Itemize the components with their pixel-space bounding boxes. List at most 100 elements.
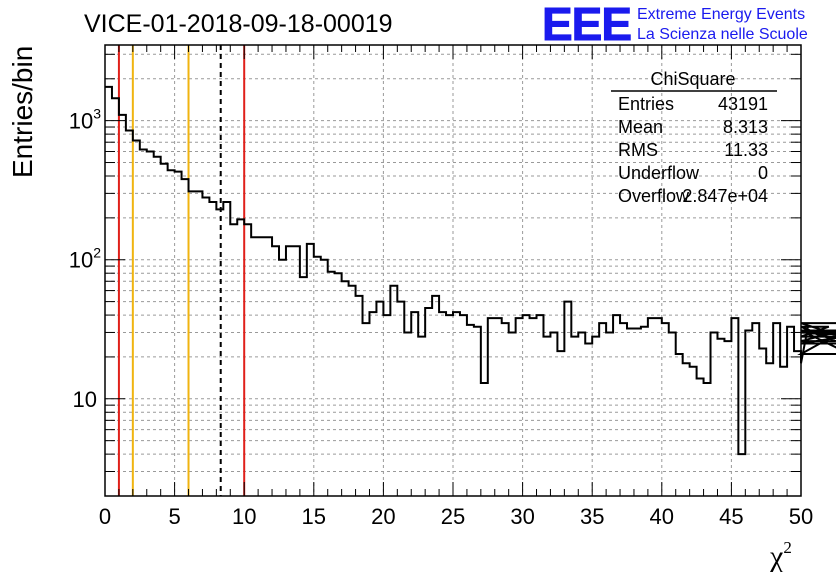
histogram-bin [578,332,585,496]
x-tick-label: 20 [371,504,395,529]
run-title: VICE-01-2018-09-18-00019 [84,10,393,38]
histogram-bin [133,141,140,496]
x-tick-label: 25 [441,504,465,529]
x-axis-label: χ2 [769,538,792,572]
histogram-bin [112,98,119,496]
histogram-bin [168,170,175,496]
histogram-bin [620,323,627,496]
histogram-bin [794,351,801,496]
y-tick-label-base: 10 [73,387,97,412]
histogram-bin [669,332,676,496]
brand-line-1: Extreme Energy Events [637,6,805,23]
histogram-series [105,85,836,496]
histogram-bin [683,363,690,496]
histogram-bin [265,237,272,496]
histogram-bin [307,244,314,496]
histogram-bin [356,296,363,496]
y-tick-label: 10 [73,387,97,412]
stats-label-overflow: Overflow [618,186,690,206]
x-axis-label-sup: 2 [783,538,792,557]
histogram-bin [738,454,745,496]
histogram-bin [376,302,383,496]
histogram-bin [676,354,683,496]
stats-value-underflow: 0 [758,163,768,183]
histogram-bin [717,339,724,496]
histogram-bin [286,246,293,496]
histogram-bin [690,367,697,496]
histogram-bin [460,315,467,496]
histogram-bin [418,337,425,496]
histogram-bin [543,337,550,496]
histogram-bin [731,318,738,496]
histogram-bin [585,343,592,496]
histogram-bin [258,237,265,496]
histogram-bin [140,150,147,496]
x-axis-label-base: χ [769,540,784,572]
histogram-bin [105,87,112,496]
histogram-bin [613,315,620,496]
histogram-bin [711,332,718,496]
histogram-bin [704,383,711,496]
histogram-bin [606,332,613,496]
histogram-bin [154,157,161,496]
histogram-bin [432,296,439,496]
histogram-bin [230,224,237,496]
x-tick-label: 35 [580,504,604,529]
y-tick-label: 102 [69,245,101,273]
histogram-bin [648,318,655,496]
histogram-bin [175,172,182,496]
stats-label-entries: Entries [618,94,674,114]
y-tick-label: 103 [69,106,101,134]
histogram-bin [439,312,446,496]
histogram-bin [202,198,209,496]
histogram-bin [523,315,530,496]
histogram-bin [773,323,780,496]
histogram-bin [216,209,223,496]
histogram-bin [662,323,669,496]
histogram-bin [425,308,432,496]
histogram-bin [766,363,773,496]
histogram-bin [474,327,481,496]
y-tick-label-exp: 3 [93,106,101,122]
histogram-bin [321,260,328,496]
histogram-bin [627,329,634,496]
histogram-bin [390,286,397,496]
histogram-bin [780,367,787,496]
x-tick-label: 0 [99,504,111,529]
histogram-bin [787,327,794,496]
histogram-bin [592,337,599,496]
y-tick-label-base: 10 [69,109,93,134]
stats-title: ChiSquare [650,69,735,89]
histogram-bin [550,332,557,496]
histogram-bin [147,152,154,496]
histogram-bin [161,164,168,496]
histogram-bin [564,302,571,496]
histogram-bin [237,219,244,496]
stats-label-underflow: Underflow [618,163,700,183]
histogram-bin [509,332,516,496]
reference-lines [117,45,246,496]
histogram-bin [223,202,230,496]
histogram-bin [759,348,766,496]
histogram-bin [453,312,460,496]
histogram-bin [495,318,502,496]
histogram-bin [634,329,641,496]
stats-label-mean: Mean [618,117,663,137]
histogram-bin [195,191,202,496]
x-tick-label: 15 [302,504,326,529]
histogram-bin [502,323,509,496]
histogram-bin [530,318,537,496]
histogram-bin [745,330,752,496]
histogram-bin [724,341,731,496]
x-tick-label: 50 [789,504,813,529]
x-tick-label: 5 [168,504,180,529]
x-tick-label: 45 [719,504,743,529]
histogram-bin [244,224,251,496]
histogram-bin [397,302,404,496]
y-axis-label: Entries/bin [7,46,38,178]
stats-value-overflow: 2.847e+04 [682,186,768,206]
histogram-line [105,85,836,456]
histogram-bin [641,327,648,496]
x-tick-label: 10 [232,504,256,529]
stats-value-entries: 43191 [718,94,768,114]
